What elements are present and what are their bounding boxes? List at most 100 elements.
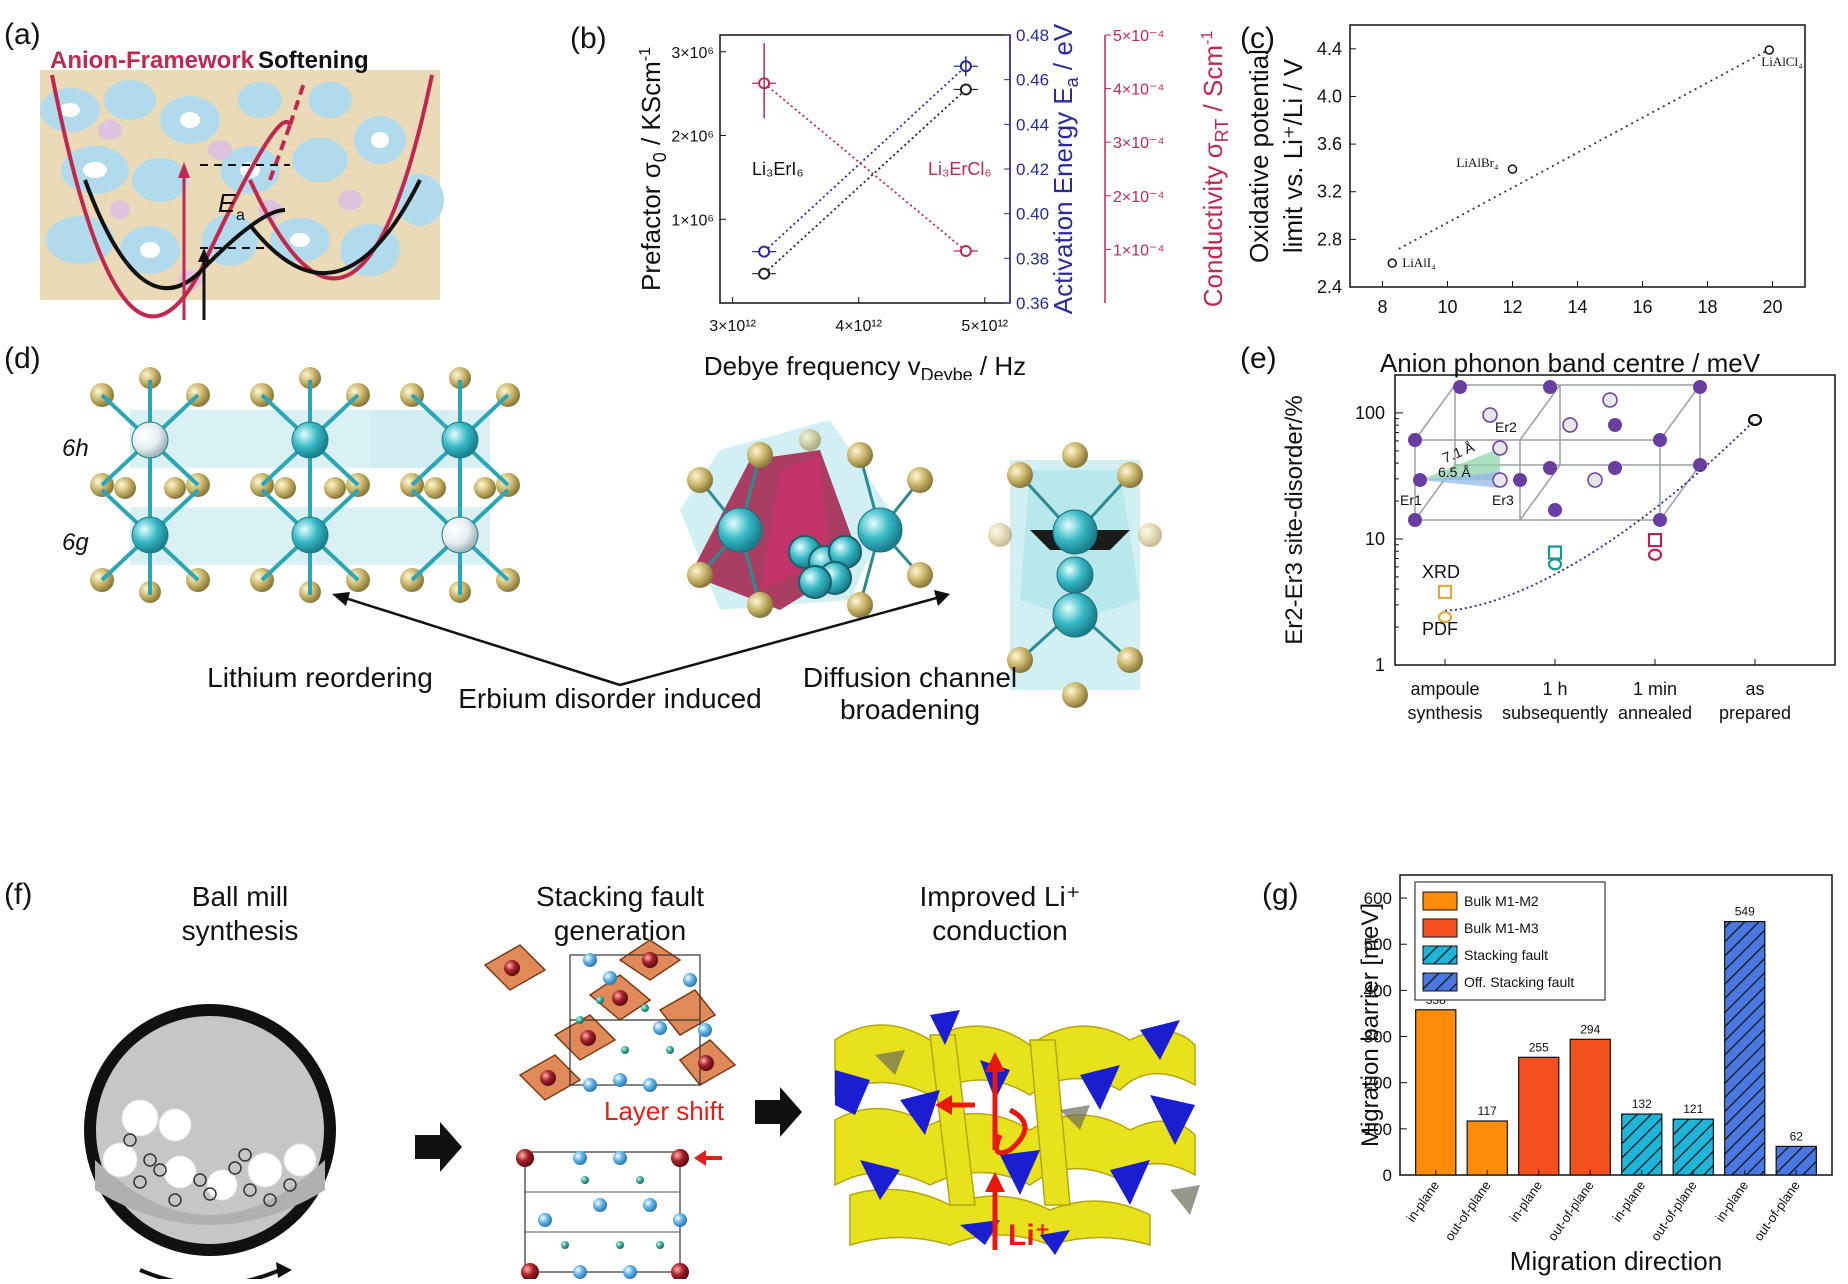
li-conduction-title: Improved Li⁺ conduction [870, 880, 1130, 948]
c-xtick-label: 20 [1762, 297, 1782, 317]
e-xtick-label-2: annealed [1618, 703, 1692, 723]
b-mtick-label: 0.36 [1016, 294, 1049, 313]
c-ytick-label: 4.4 [1317, 39, 1342, 59]
b-data-point [959, 83, 972, 96]
g-ytick-label: 500 [1364, 935, 1392, 954]
b-rtick-label: 5×10⁻⁴ [1113, 28, 1164, 45]
c-xtick-label: 12 [1502, 297, 1522, 317]
e-pdf-point [1647, 548, 1663, 561]
b-mtick-label: 0.40 [1016, 205, 1049, 224]
d-halide-atom [324, 477, 346, 499]
d-halide-atom [299, 367, 321, 389]
g-legend-label: Off. Stacking fault [1464, 974, 1574, 990]
stacking-fault-title-line2: generation [553, 915, 687, 946]
b-mtick-label: 0.42 [1016, 160, 1049, 179]
panel-d-arrows [332, 590, 950, 687]
e-ytick-label: 10 [1365, 529, 1385, 549]
diffusion-channel-structure-2 [988, 442, 1162, 708]
d-cation-atom [131, 516, 169, 554]
label-6h: 6h [62, 435, 89, 462]
g-bar [1466, 1120, 1508, 1176]
e-xtick-label-1: 1 h [1542, 679, 1567, 699]
panel-d: 6h 6g [0, 360, 1230, 730]
c-point-label: LiAlI₄ [1402, 255, 1436, 270]
g-xtick-label: in-plane [1506, 1178, 1545, 1225]
g-bar [1518, 1056, 1560, 1176]
b-xtick-label: 4×10¹² [835, 318, 882, 335]
c-ytick-label: 2.8 [1317, 229, 1342, 249]
b-rtick-label: 3×10⁻⁴ [1113, 135, 1164, 152]
panel-d-illustration: 6h 6g [62, 367, 1162, 708]
panel-label-g: (g) [1262, 878, 1299, 911]
b-rtick-label: 2×10⁻⁴ [1113, 189, 1164, 206]
b-ltick-label: 3×10⁶ [671, 45, 714, 62]
g-xtick-label: in-plane [1403, 1178, 1442, 1225]
panel-b-series-lines [763, 65, 967, 275]
panel-b-xlabel: Debye frequency vDeybe / Hz [704, 351, 1026, 380]
e-xrd-point [1437, 584, 1453, 600]
panel-label-b: (b) [570, 22, 607, 55]
li-ion-label: Li⁺ [1008, 1219, 1051, 1252]
lithium-reordering-structures [90, 367, 520, 603]
c-trend-line-segment [1398, 50, 1767, 250]
stacking-fault-structure-bottom [516, 1149, 722, 1281]
g-legend-label: Bulk M1-M3 [1464, 920, 1539, 936]
panel-e-x-ticks: ampoule synthesis 1 h subsequently 1 min anne… [1407, 659, 1791, 723]
b-mtick-label: 0.38 [1016, 249, 1049, 268]
panel-c-ylabel-2: limit vs. Li⁺/Li / V [1278, 58, 1308, 253]
panel-c-xlabel: Anion phonon band centre / meV [1380, 348, 1761, 378]
red-well-left [50, 74, 202, 319]
stacking-fault-structure-top [483, 939, 737, 1101]
e-xtick-label-1: ampoule [1410, 679, 1479, 699]
panel-a-title-black: Softening [258, 47, 369, 74]
c-point-label: LiAlBr₄ [1456, 155, 1499, 170]
panel-label-a: (a) [4, 18, 41, 51]
b-xtick-label: 5×10¹² [961, 318, 1008, 335]
e-xtick-label-2: synthesis [1407, 703, 1482, 723]
b-mtick-label: 0.44 [1016, 115, 1049, 134]
panel-a-illustration: Anion-Framework Softening E a [40, 47, 444, 320]
g-legend-swatch [1422, 945, 1458, 965]
panel-c-points: LiAlI₄ LiAlBr₄ LiAlCl₄ [1387, 45, 1803, 270]
label-li3ercl6: Li₃ErCl₆ [928, 159, 992, 179]
d-cation-atom [441, 516, 479, 554]
panel-e: Er2 7.1 Å 6.5 Å Er1 Er3 1 10 100 ampoule sy… [1240, 360, 1848, 730]
d-halide-atom [274, 477, 296, 499]
li-conduction-network [830, 1010, 1200, 1255]
caption-lithium-reordering: Lithium reordering [207, 662, 433, 693]
e-pdf-point [1547, 558, 1563, 571]
b-mtick-label: 0.48 [1016, 26, 1049, 45]
label-6g: 6g [62, 529, 89, 556]
e-xtick-label-2: prepared [1719, 703, 1791, 723]
stacking-fault-title: Stacking fault generation [490, 880, 750, 948]
inset-label-er1: Er1 [1400, 492, 1422, 508]
panel-e-ylabel: Er2-Er3 site-disorder/% [1281, 395, 1308, 644]
g-ytick-label: 0 [1383, 1166, 1392, 1185]
panel-c-trend-line [1398, 50, 1767, 250]
label-li3eri6: Li₃ErI₆ [752, 159, 804, 179]
b-data-point [758, 267, 771, 280]
panel-a: Anion-Framework Softening E a [0, 0, 470, 320]
framework-background [40, 70, 444, 300]
g-legend-swatch [1422, 891, 1458, 911]
panel-g-frame [1399, 874, 1833, 1176]
panel-g-x-ticks: in-plane out-of-plane in-plane out-of-plane… [1403, 1170, 1803, 1244]
panel-b-left-ticks: 1×10⁶ 2×10⁶ 3×10⁶ [671, 45, 726, 229]
g-xtick-label: in-plane [1712, 1178, 1751, 1225]
b-series-line [763, 65, 967, 253]
c-ytick-label: 3.2 [1317, 182, 1342, 202]
b-data-point [959, 245, 972, 258]
panel-f-illustration: Layer shift [84, 939, 1200, 1284]
g-xtick-label: in-plane [1609, 1178, 1648, 1225]
ball-mill-jar [84, 1004, 336, 1284]
e-xtick-label-2: subsequently [1502, 703, 1608, 723]
e-xtick-label-1: 1 min [1633, 679, 1677, 699]
e-xtick-label-1: as [1745, 679, 1764, 699]
process-arrow-2 [755, 1087, 802, 1137]
panel-c-ylabel-1: Oxidative potential [1244, 49, 1274, 263]
panel-b-ylabel-left: Prefactor σ0 / KScm-1 [636, 47, 670, 291]
process-arrow-1 [415, 1122, 462, 1172]
d-cation-atom [131, 421, 169, 459]
b-mtick-label: 0.46 [1016, 71, 1049, 90]
